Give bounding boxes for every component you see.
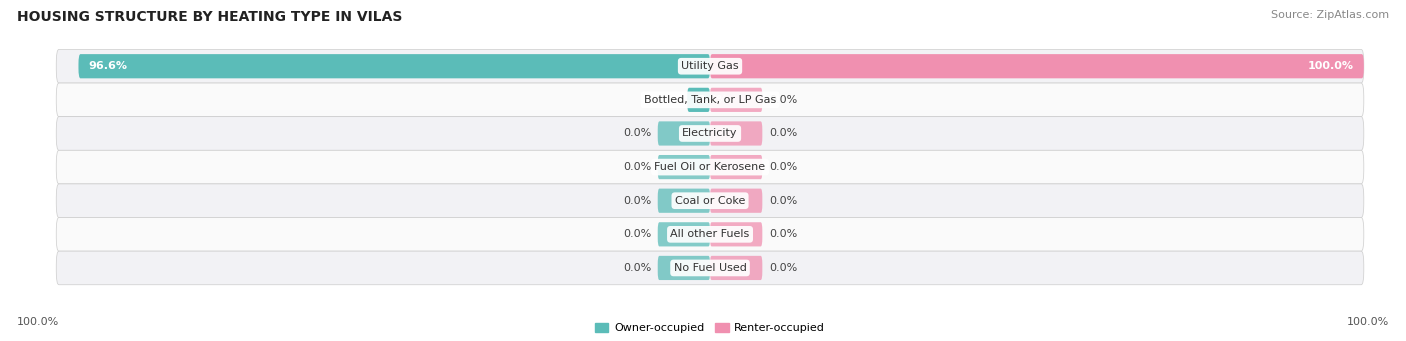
Text: Bottled, Tank, or LP Gas: Bottled, Tank, or LP Gas <box>644 95 776 105</box>
FancyBboxPatch shape <box>710 88 762 112</box>
Text: 0.0%: 0.0% <box>623 263 651 273</box>
Text: 0.0%: 0.0% <box>769 229 797 239</box>
Text: HOUSING STRUCTURE BY HEATING TYPE IN VILAS: HOUSING STRUCTURE BY HEATING TYPE IN VIL… <box>17 10 402 24</box>
FancyBboxPatch shape <box>658 222 710 247</box>
FancyBboxPatch shape <box>79 54 710 78</box>
Text: 0.0%: 0.0% <box>769 263 797 273</box>
Text: 100.0%: 100.0% <box>1347 317 1389 327</box>
Text: Electricity: Electricity <box>682 129 738 138</box>
FancyBboxPatch shape <box>710 256 762 280</box>
FancyBboxPatch shape <box>56 218 1364 251</box>
Text: 3.5%: 3.5% <box>697 95 727 105</box>
FancyBboxPatch shape <box>56 184 1364 218</box>
Text: Coal or Coke: Coal or Coke <box>675 196 745 206</box>
FancyBboxPatch shape <box>658 256 710 280</box>
FancyBboxPatch shape <box>710 189 762 213</box>
FancyBboxPatch shape <box>56 251 1364 285</box>
Text: 100.0%: 100.0% <box>1308 61 1354 71</box>
Text: 0.0%: 0.0% <box>769 129 797 138</box>
Text: 0.0%: 0.0% <box>623 196 651 206</box>
FancyBboxPatch shape <box>710 222 762 247</box>
FancyBboxPatch shape <box>710 54 1364 78</box>
Text: 0.0%: 0.0% <box>769 162 797 172</box>
FancyBboxPatch shape <box>710 155 762 179</box>
FancyBboxPatch shape <box>56 83 1364 117</box>
Text: All other Fuels: All other Fuels <box>671 229 749 239</box>
Text: 0.0%: 0.0% <box>623 229 651 239</box>
FancyBboxPatch shape <box>688 88 710 112</box>
Text: 0.0%: 0.0% <box>623 162 651 172</box>
Text: 0.0%: 0.0% <box>769 196 797 206</box>
FancyBboxPatch shape <box>56 49 1364 83</box>
Text: No Fuel Used: No Fuel Used <box>673 263 747 273</box>
FancyBboxPatch shape <box>658 155 710 179</box>
FancyBboxPatch shape <box>658 189 710 213</box>
Text: Source: ZipAtlas.com: Source: ZipAtlas.com <box>1271 10 1389 20</box>
Text: 96.6%: 96.6% <box>89 61 128 71</box>
Text: 100.0%: 100.0% <box>17 317 59 327</box>
Text: Fuel Oil or Kerosene: Fuel Oil or Kerosene <box>654 162 766 172</box>
Text: 0.0%: 0.0% <box>623 129 651 138</box>
FancyBboxPatch shape <box>56 117 1364 150</box>
FancyBboxPatch shape <box>710 121 762 146</box>
FancyBboxPatch shape <box>658 121 710 146</box>
Text: 0.0%: 0.0% <box>769 95 797 105</box>
Text: Utility Gas: Utility Gas <box>682 61 738 71</box>
FancyBboxPatch shape <box>56 150 1364 184</box>
Legend: Owner-occupied, Renter-occupied: Owner-occupied, Renter-occupied <box>595 323 825 333</box>
